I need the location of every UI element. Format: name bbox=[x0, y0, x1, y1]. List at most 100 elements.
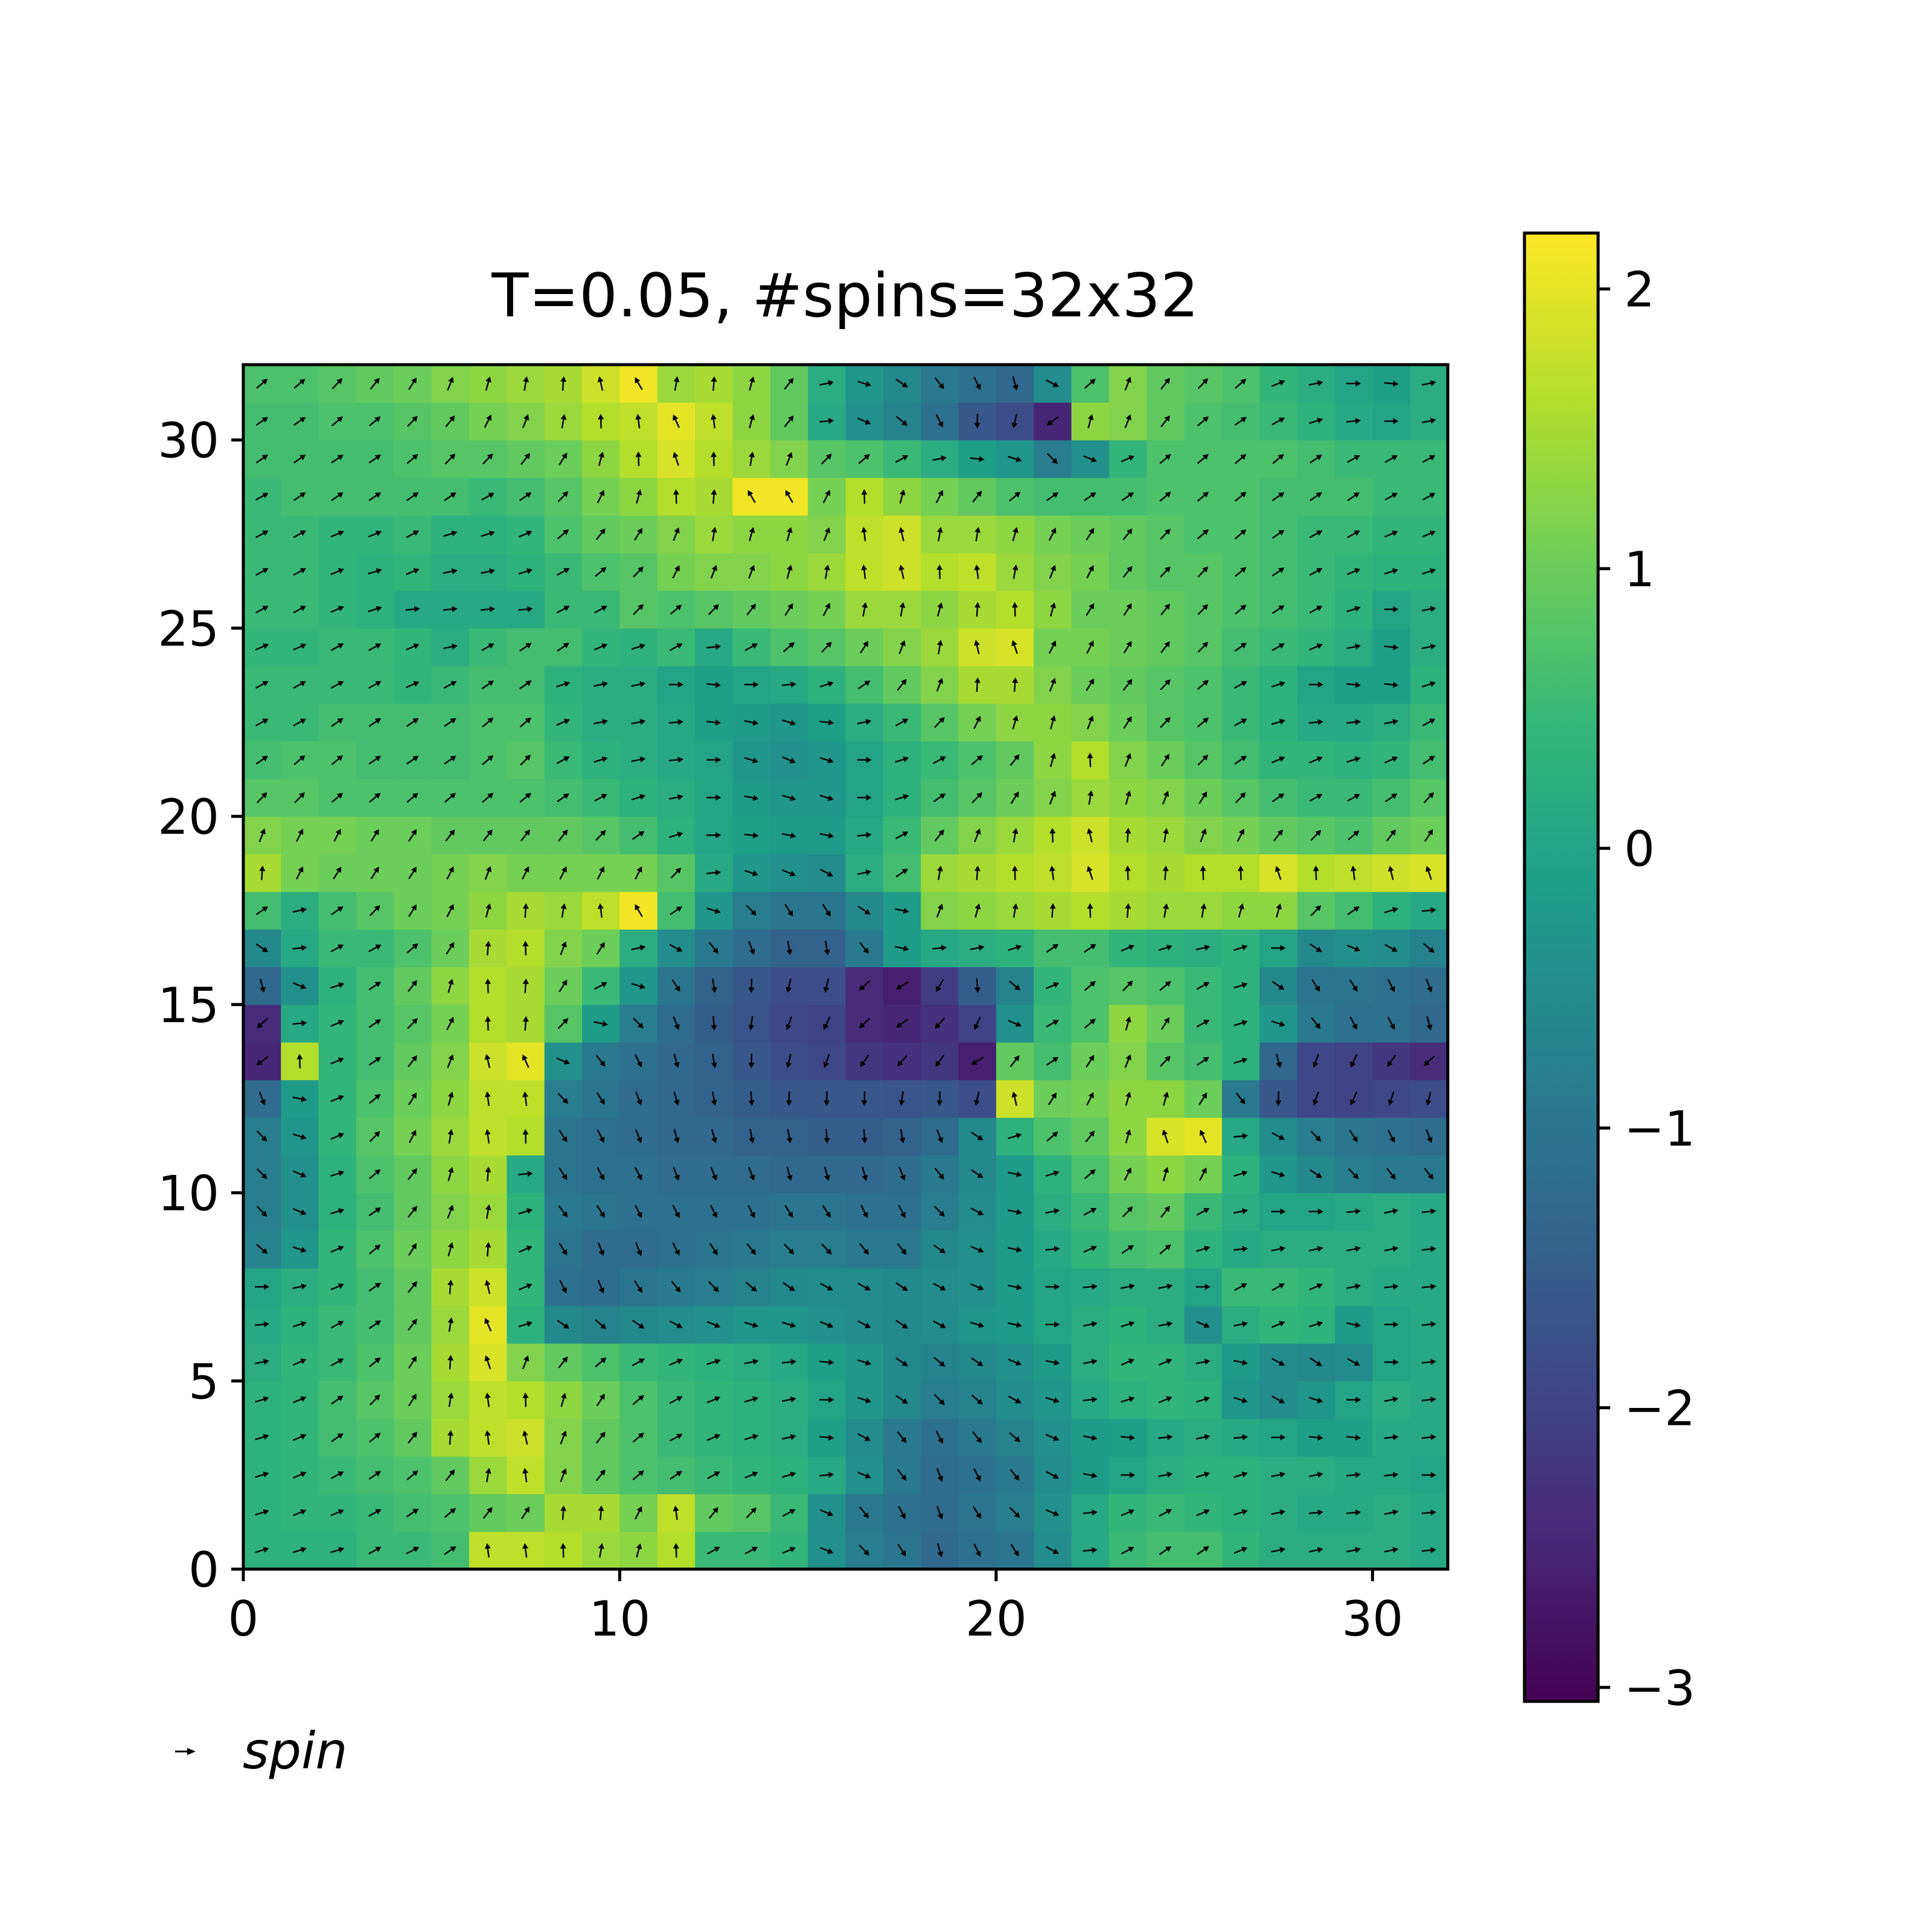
spin-arrow bbox=[973, 1543, 981, 1557]
spin-arrow bbox=[1346, 1471, 1361, 1478]
spin-arrow bbox=[673, 1166, 680, 1181]
spin-arrow bbox=[1233, 1246, 1248, 1252]
spin-arrow bbox=[558, 829, 568, 842]
spin-arrow bbox=[1158, 1283, 1173, 1290]
spin-arrow bbox=[447, 979, 454, 993]
spin-arrow bbox=[1197, 755, 1209, 766]
spin-arrow bbox=[936, 602, 943, 617]
spin-arrow bbox=[406, 568, 420, 575]
spin-arrow bbox=[443, 568, 458, 575]
spin-arrow bbox=[1083, 1435, 1098, 1441]
spin-arrow bbox=[672, 565, 680, 579]
spin-arrow bbox=[1310, 1169, 1322, 1179]
spin-arrow bbox=[256, 1168, 267, 1179]
spin-arrow bbox=[898, 640, 906, 654]
spin-arrow bbox=[1310, 492, 1322, 501]
spin-arrow bbox=[1124, 753, 1131, 767]
spin-arrow bbox=[446, 866, 454, 880]
spin-arrow bbox=[1308, 1471, 1323, 1478]
spin-arrow bbox=[1421, 1434, 1436, 1441]
spin-arrow bbox=[749, 414, 755, 429]
spin-arrow bbox=[1085, 1130, 1095, 1143]
spin-arrow bbox=[970, 1246, 984, 1253]
spin-arrow bbox=[560, 1505, 567, 1520]
spin-arrow bbox=[409, 1130, 417, 1144]
spin-arrow bbox=[596, 942, 605, 955]
spin-arrow bbox=[1348, 1168, 1359, 1179]
spin-arrow bbox=[1087, 790, 1094, 805]
spin-arrow bbox=[1162, 790, 1169, 805]
spin-arrow bbox=[1195, 1246, 1211, 1252]
spin-arrow bbox=[1387, 1129, 1395, 1143]
spin-arrow bbox=[255, 718, 269, 727]
spin-arrow bbox=[330, 1471, 344, 1479]
spin-arrow bbox=[974, 978, 980, 993]
spin-arrow bbox=[255, 906, 269, 915]
spin-arrow bbox=[519, 1283, 533, 1291]
spin-arrow bbox=[1121, 1509, 1135, 1517]
spin-arrow bbox=[1425, 979, 1433, 993]
spin-arrow bbox=[331, 378, 343, 389]
spin-arrow bbox=[1197, 378, 1209, 389]
y-axis: 0 5 10 15 20 25 30 bbox=[158, 413, 243, 1598]
spin-arrow bbox=[481, 606, 496, 612]
spin-arrow bbox=[749, 452, 755, 466]
spin-arrow bbox=[744, 795, 759, 801]
spin-arrow bbox=[631, 718, 646, 725]
spin-arrow bbox=[333, 866, 342, 880]
spin-arrow bbox=[934, 717, 945, 728]
spin-arrow bbox=[782, 1322, 796, 1328]
spin-arrow bbox=[1233, 1208, 1248, 1214]
spin-arrow bbox=[255, 943, 269, 953]
spin-arrow bbox=[635, 414, 642, 429]
spin-arrow bbox=[631, 681, 646, 688]
spin-arrow bbox=[1421, 1246, 1436, 1252]
spin-arrow bbox=[1271, 1509, 1286, 1515]
spin-arrow bbox=[1048, 527, 1057, 541]
spin-arrow bbox=[556, 756, 570, 764]
spin-arrow bbox=[819, 1471, 834, 1478]
spin-arrow bbox=[560, 414, 567, 429]
spin-arrow bbox=[292, 1321, 307, 1328]
spin-arrow bbox=[786, 1128, 793, 1144]
spin-arrow bbox=[1422, 530, 1436, 538]
spin-arrow bbox=[368, 1208, 382, 1217]
colorbar-tick-label: −3 bbox=[1624, 1660, 1695, 1716]
spin-arrow bbox=[1086, 565, 1094, 579]
spin-arrow bbox=[1424, 829, 1433, 842]
spin-arrow bbox=[1123, 716, 1132, 729]
spin-arrow bbox=[936, 1543, 943, 1558]
spin-arrow bbox=[1084, 492, 1096, 501]
spin-arrow bbox=[1233, 1547, 1248, 1554]
spin-arrow bbox=[1308, 1208, 1323, 1215]
spin-arrow bbox=[1200, 865, 1206, 880]
spin-arrow bbox=[1011, 640, 1019, 654]
spin-arrow bbox=[1008, 944, 1022, 952]
spin-arrow bbox=[782, 1509, 796, 1517]
spin-arrow bbox=[670, 1471, 682, 1480]
spin-arrow bbox=[481, 530, 495, 537]
spin-arrow bbox=[1308, 719, 1323, 725]
spin-arrow bbox=[936, 1129, 944, 1144]
spin-arrow bbox=[484, 1355, 491, 1369]
spin-arrow bbox=[1346, 1246, 1361, 1252]
spin-arrow bbox=[1009, 1055, 1020, 1067]
spin-arrow bbox=[408, 1168, 417, 1180]
spin-arrow bbox=[1235, 604, 1247, 615]
spin-arrow bbox=[711, 978, 717, 993]
spin-arrow bbox=[255, 493, 269, 501]
spin-arrow bbox=[1008, 1171, 1022, 1177]
spin-arrow bbox=[1160, 603, 1170, 616]
spin-arrow bbox=[1087, 903, 1093, 918]
spin-arrow bbox=[631, 982, 646, 990]
spin-arrow bbox=[484, 1091, 491, 1106]
spin-arrow bbox=[859, 1544, 869, 1556]
spin-arrow bbox=[596, 1092, 605, 1105]
spin-arrow bbox=[293, 982, 307, 990]
spin-arrow bbox=[255, 417, 269, 426]
spin-arrow bbox=[408, 829, 417, 842]
spin-arrow bbox=[1122, 528, 1133, 540]
spin-arrow bbox=[447, 1317, 454, 1332]
spin-arrow bbox=[368, 755, 382, 765]
spin-arrow bbox=[744, 869, 759, 877]
